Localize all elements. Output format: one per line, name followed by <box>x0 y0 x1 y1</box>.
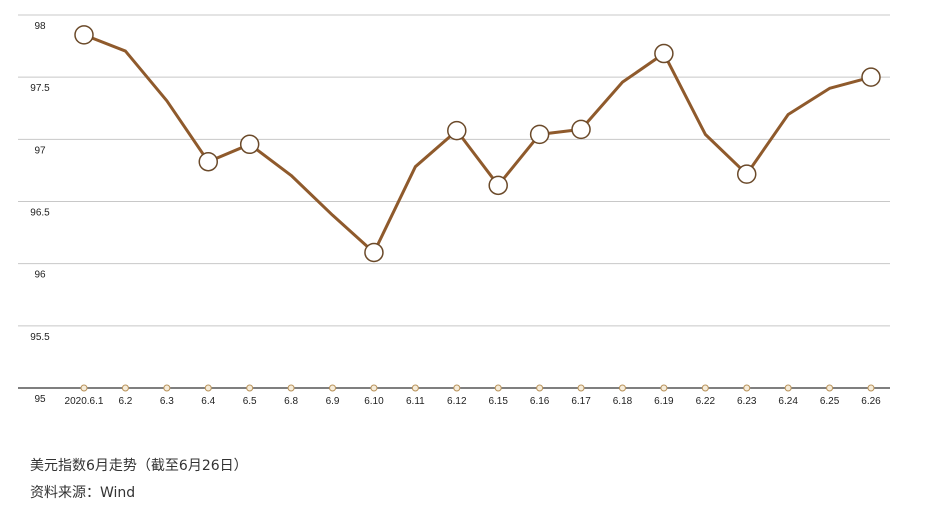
axis-dot <box>618 384 626 392</box>
x-tick-label: 6.16 <box>530 396 550 407</box>
point-marker <box>861 67 881 87</box>
x-tick-label: 6.19 <box>654 396 674 407</box>
source: 资料来源：Wind <box>30 485 136 501</box>
axis-dot <box>121 384 129 392</box>
x-tick-label: 6.17 <box>571 396 591 407</box>
axis-dot <box>329 384 337 392</box>
x-tick-label: 6.26 <box>861 396 881 407</box>
x-tick-label: 6.8 <box>284 396 298 407</box>
point-marker <box>529 124 550 145</box>
chart: 95 95.5 96 96.5 97 97.5 98 2020.6.1 6.2 6.3 6.4 6.5… <box>18 14 890 407</box>
axis-dot <box>577 384 585 392</box>
axis-dot <box>453 384 461 392</box>
axis-dot <box>246 384 254 392</box>
y-tick-label: 97 <box>34 145 46 156</box>
y-tick-label: 95.5 <box>30 332 50 343</box>
caption: 美元指数6月走势（截至6月26日） <box>30 458 248 474</box>
x-tick-label: 6.5 <box>243 396 257 407</box>
axis-dot <box>370 384 378 392</box>
x-tick-label: 6.15 <box>488 396 508 407</box>
axis-dot <box>867 384 875 392</box>
y-tick-label: 96.5 <box>30 208 50 219</box>
x-tick-label: 6.4 <box>201 396 215 407</box>
axis-dot <box>163 384 171 392</box>
point-marker <box>239 134 260 155</box>
point-marker <box>571 119 591 140</box>
point-marker <box>736 164 757 184</box>
y-tick-label: 97.5 <box>30 83 50 94</box>
axis-dot <box>660 384 668 392</box>
point-marker <box>74 25 94 45</box>
axis-dot <box>743 384 751 392</box>
x-tick-label: 6.12 <box>447 396 467 407</box>
axis-dot <box>80 384 88 392</box>
axis-dot <box>826 384 834 392</box>
axis-dot <box>204 384 212 392</box>
point-marker <box>364 242 384 263</box>
x-tick-label: 6.2 <box>118 396 132 407</box>
x-tick-label: 6.9 <box>326 396 340 407</box>
axis-dot <box>411 384 419 392</box>
axis-dot <box>536 384 544 392</box>
series-line <box>83 33 872 254</box>
x-tick-label: 6.10 <box>364 396 384 407</box>
point-marker <box>654 43 674 64</box>
x-tick-label: 6.3 <box>160 396 174 407</box>
y-tick-label: 95 <box>34 394 46 405</box>
point-marker <box>447 120 467 141</box>
axis-dot <box>494 384 502 392</box>
x-tick-label: 6.11 <box>406 396 425 407</box>
x-tick-label: 6.22 <box>696 396 716 407</box>
x-tick-label: 2020.6.1 <box>65 396 104 407</box>
axis-dot <box>701 384 709 392</box>
y-tick-label: 96 <box>34 270 46 281</box>
x-tick-label: 6.25 <box>820 396 840 407</box>
point-marker <box>198 151 219 172</box>
point-marker <box>488 175 508 196</box>
x-tick-label: 6.23 <box>737 396 757 407</box>
x-tick-label: 6.24 <box>778 396 798 407</box>
x-tick-label: 6.18 <box>613 396 633 407</box>
axis-dot <box>287 384 295 392</box>
y-tick-label: 98 <box>34 21 46 32</box>
axis-dot <box>784 384 792 392</box>
